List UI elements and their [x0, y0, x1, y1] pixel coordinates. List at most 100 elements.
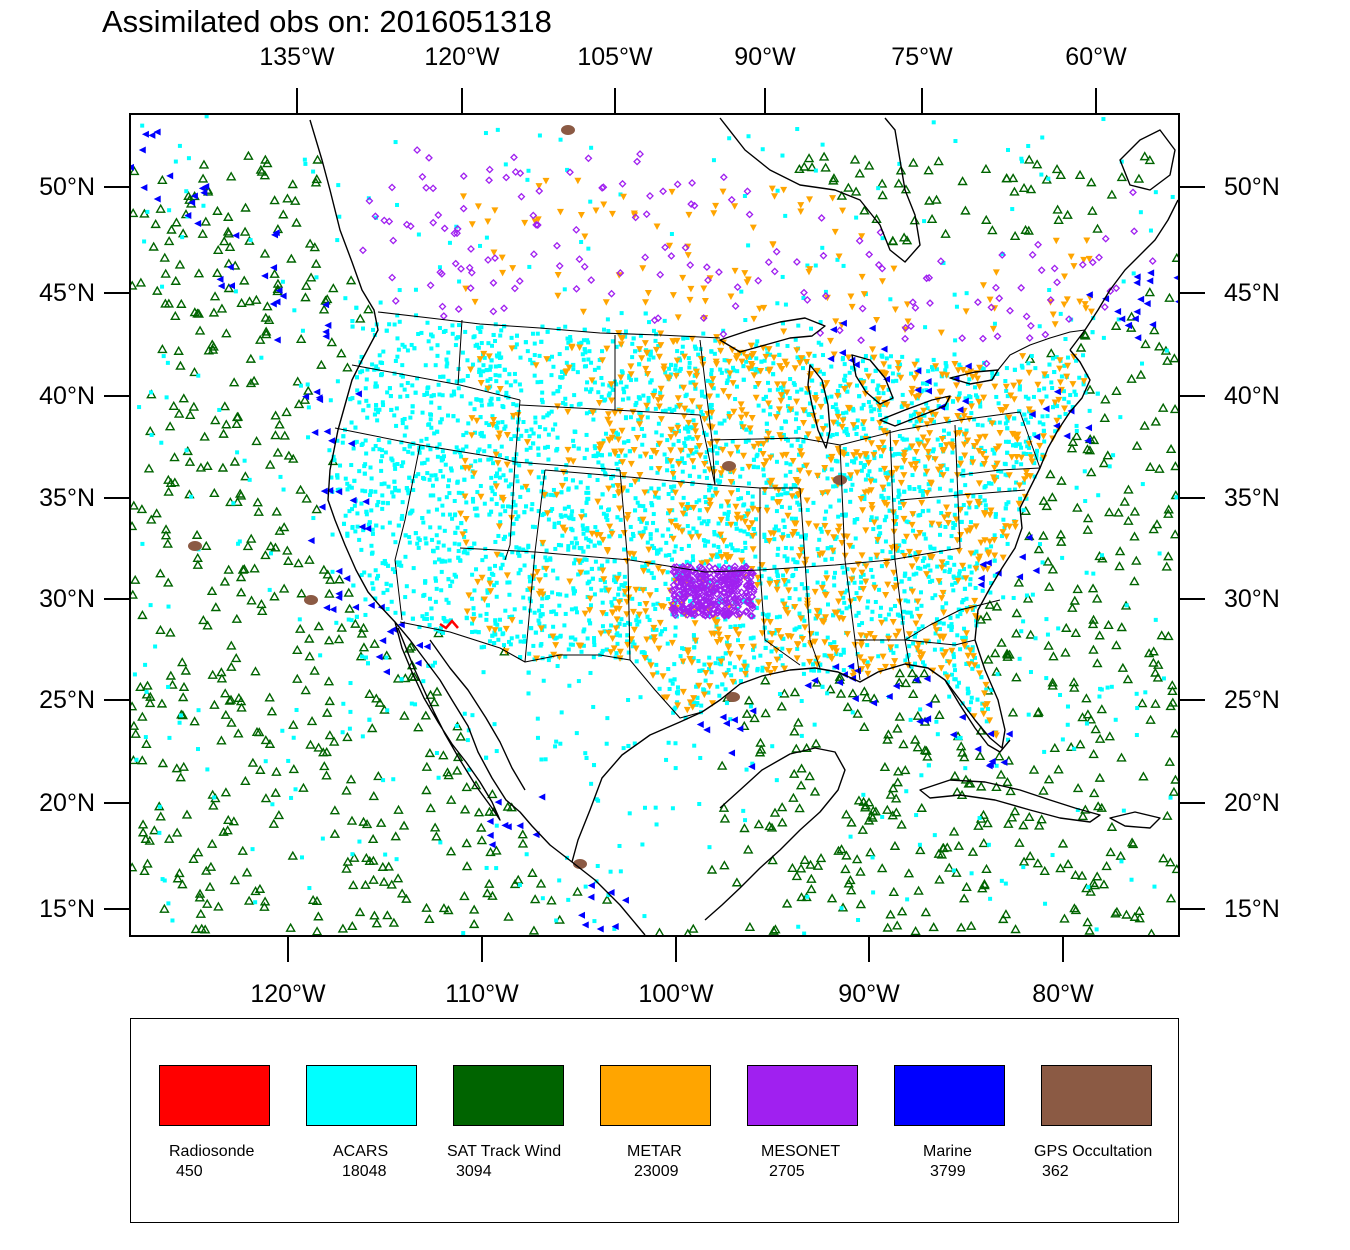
- acars-marker: [985, 706, 990, 711]
- acars-marker: [818, 320, 823, 325]
- acars-marker: [501, 537, 506, 542]
- acars-marker: [546, 658, 551, 663]
- acars-marker: [655, 442, 660, 447]
- acars-marker: [576, 446, 581, 451]
- sat-track-wind-marker: [1028, 764, 1040, 774]
- sat-track-wind-marker: [189, 716, 200, 726]
- acars-marker: [724, 559, 729, 564]
- acars-marker: [540, 896, 545, 901]
- acars-marker: [397, 319, 402, 324]
- acars-marker: [574, 610, 579, 615]
- acars-marker: [479, 325, 484, 330]
- acars-marker: [955, 614, 960, 619]
- acars-marker: [877, 587, 882, 592]
- sat-track-wind-marker: [141, 738, 152, 749]
- acars-marker: [395, 462, 400, 467]
- acars-marker: [605, 317, 610, 322]
- sat-track-wind-marker: [364, 688, 375, 698]
- acars-marker: [422, 392, 427, 397]
- acars-marker: [683, 394, 688, 399]
- acars-marker: [937, 486, 942, 491]
- acars-marker: [735, 487, 740, 492]
- acars-marker: [862, 463, 867, 468]
- acars-marker: [821, 581, 826, 586]
- acars-marker: [956, 575, 961, 580]
- sat-track-wind-marker: [142, 858, 153, 868]
- acars-marker: [583, 751, 588, 756]
- acars-marker: [883, 539, 888, 544]
- acars-marker: [601, 438, 606, 443]
- sat-track-wind-marker: [1154, 341, 1165, 351]
- metar-marker: [880, 361, 888, 368]
- acars-marker: [452, 392, 457, 397]
- acars-marker: [602, 629, 607, 634]
- acars-marker: [945, 467, 950, 472]
- acars-marker: [1039, 172, 1044, 177]
- acars-marker: [745, 663, 750, 668]
- acars-marker: [173, 159, 178, 164]
- sat-track-wind-marker: [1082, 513, 1094, 523]
- acars-marker: [494, 866, 499, 871]
- acars-marker: [566, 647, 571, 652]
- acars-marker: [455, 479, 460, 484]
- sat-track-wind-marker: [217, 462, 229, 472]
- acars-marker: [512, 460, 517, 465]
- acars-marker: [672, 677, 677, 682]
- acars-marker: [490, 343, 495, 348]
- acars-marker: [519, 433, 524, 438]
- acars-marker: [807, 401, 812, 406]
- acars-marker: [644, 521, 649, 526]
- acars-marker: [799, 544, 804, 549]
- acars-marker: [381, 403, 386, 408]
- acars-marker: [381, 590, 386, 595]
- acars-marker: [592, 643, 597, 648]
- sat-track-wind-marker: [760, 708, 771, 718]
- metar-marker: [569, 458, 577, 465]
- acars-marker: [383, 561, 388, 566]
- acars-marker: [845, 475, 850, 480]
- sat-track-wind-marker: [343, 587, 354, 597]
- acars-marker: [603, 431, 608, 436]
- acars-marker: [423, 579, 428, 584]
- sat-track-wind-marker: [863, 160, 875, 170]
- sat-track-wind-marker: [195, 462, 207, 472]
- acars-marker: [388, 583, 393, 588]
- acars-marker: [980, 707, 985, 712]
- sat-track-wind-marker: [491, 845, 502, 855]
- acars-marker: [869, 567, 874, 572]
- acars-marker: [622, 390, 627, 395]
- acars-marker: [987, 417, 992, 422]
- acars-marker: [584, 432, 589, 437]
- sat-track-wind-marker: [406, 660, 418, 670]
- acars-marker: [1021, 480, 1026, 485]
- acars-marker: [772, 564, 777, 569]
- acars-marker: [759, 359, 764, 364]
- sat-track-wind-marker: [891, 807, 902, 817]
- acars-marker: [986, 481, 991, 486]
- acars-marker: [584, 364, 589, 369]
- sat-track-wind-marker: [199, 924, 211, 934]
- sat-track-wind-marker: [855, 899, 867, 909]
- acars-marker: [502, 643, 507, 648]
- acars-marker: [456, 549, 461, 554]
- acars-marker: [705, 378, 710, 383]
- sat-track-wind-marker: [1043, 774, 1055, 784]
- acars-marker: [422, 592, 427, 597]
- acars-marker: [711, 543, 716, 548]
- sat-track-wind-marker: [334, 574, 345, 584]
- acars-marker: [964, 291, 969, 296]
- acars-marker: [691, 526, 696, 531]
- sat-track-wind-marker: [1096, 704, 1108, 714]
- acars-marker: [847, 370, 852, 375]
- acars-marker: [497, 364, 502, 369]
- acars-marker: [493, 373, 498, 378]
- left-lat-label: 45°N: [39, 279, 95, 307]
- acars-marker: [144, 689, 149, 694]
- acars-marker: [784, 436, 789, 441]
- acars-marker: [712, 532, 717, 537]
- sat-track-wind-marker: [159, 252, 170, 262]
- acars-marker: [826, 432, 831, 437]
- sat-track-wind-marker: [269, 268, 280, 278]
- acars-marker: [977, 816, 982, 821]
- sat-track-wind-marker: [996, 637, 1007, 647]
